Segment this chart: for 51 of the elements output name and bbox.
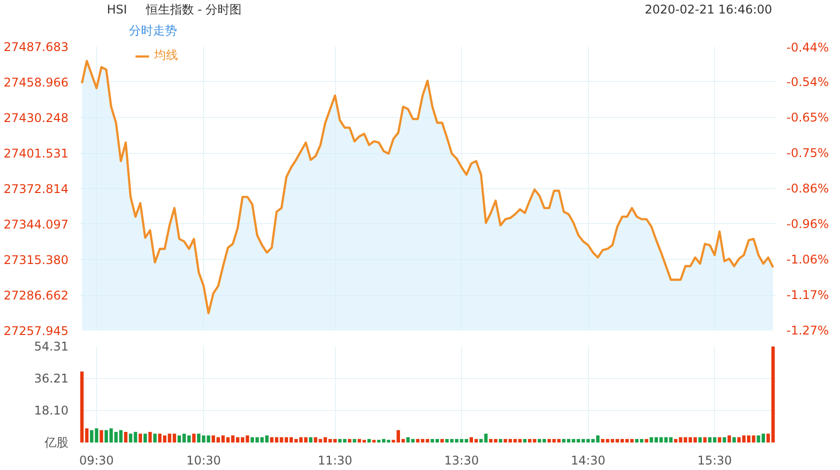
y-tick-label: 27458.966 [4,76,69,90]
y-tick-label: 27257.945 [4,324,69,338]
bar [367,438,371,442]
text: 分时走势 [129,24,178,38]
bar [144,434,147,442]
x-tick-label: 14:30 [570,454,606,468]
bar [348,438,352,442]
y-tick-label: 36.21 [34,371,69,386]
bar [728,435,731,442]
bar [192,434,196,442]
x-tick-label: 11:30 [318,454,352,468]
bar [124,432,128,442]
bar [440,438,444,442]
y-tick-label: 27487.683 [4,40,69,54]
y-tick-label: 54.31 [34,340,69,354]
bar [308,437,312,442]
y2-tick-label: -1.06% [786,252,829,266]
x-tick-label: 15:30 [697,454,732,468]
y2-tick-label: -0.96% [786,217,829,232]
y2-tick-label: -0.44% [786,40,829,54]
bar [153,434,157,442]
y-tick-label: 27315.380 [4,253,69,267]
bar [703,437,707,442]
y2-tick-label: -0.65% [786,110,829,125]
y-tick-label: 27401.531 [4,146,69,160]
y-tick-label: 27286.662 [4,288,69,302]
x-tick-label: 13:30 [444,454,479,468]
bar [138,434,142,442]
y2-tick-label: -0.86% [786,182,829,196]
bar [100,430,104,442]
y-tick-label: 27372.814 [4,182,69,196]
y2-tick-label: -0.54% [786,74,829,89]
bar [722,437,726,442]
y2-tick-label: -1.17% [786,288,829,302]
chart-title: 恒生指数 - 分时图 [144,2,242,16]
legend-label: 均线 [154,47,178,64]
y2-tick-label: -0.75% [786,146,829,160]
bar [718,437,722,442]
bar [732,437,736,442]
text: 2020-02-21 16:46:00 [644,2,772,16]
bar [523,438,527,442]
y-tick-label: 18.10 [34,404,69,418]
bar [698,437,702,442]
y-tick-label: 亿股 [44,436,68,450]
text: HSI [106,2,128,16]
x-tick-label: 10:30 [186,454,221,468]
y-tick-label: 27344.097 [4,218,69,232]
bar [148,432,152,442]
x-tick-label: 09:30 [79,454,114,468]
y-tick-label: 27430.248 [4,111,69,125]
y2-tick-label: -1.27% [786,324,829,338]
